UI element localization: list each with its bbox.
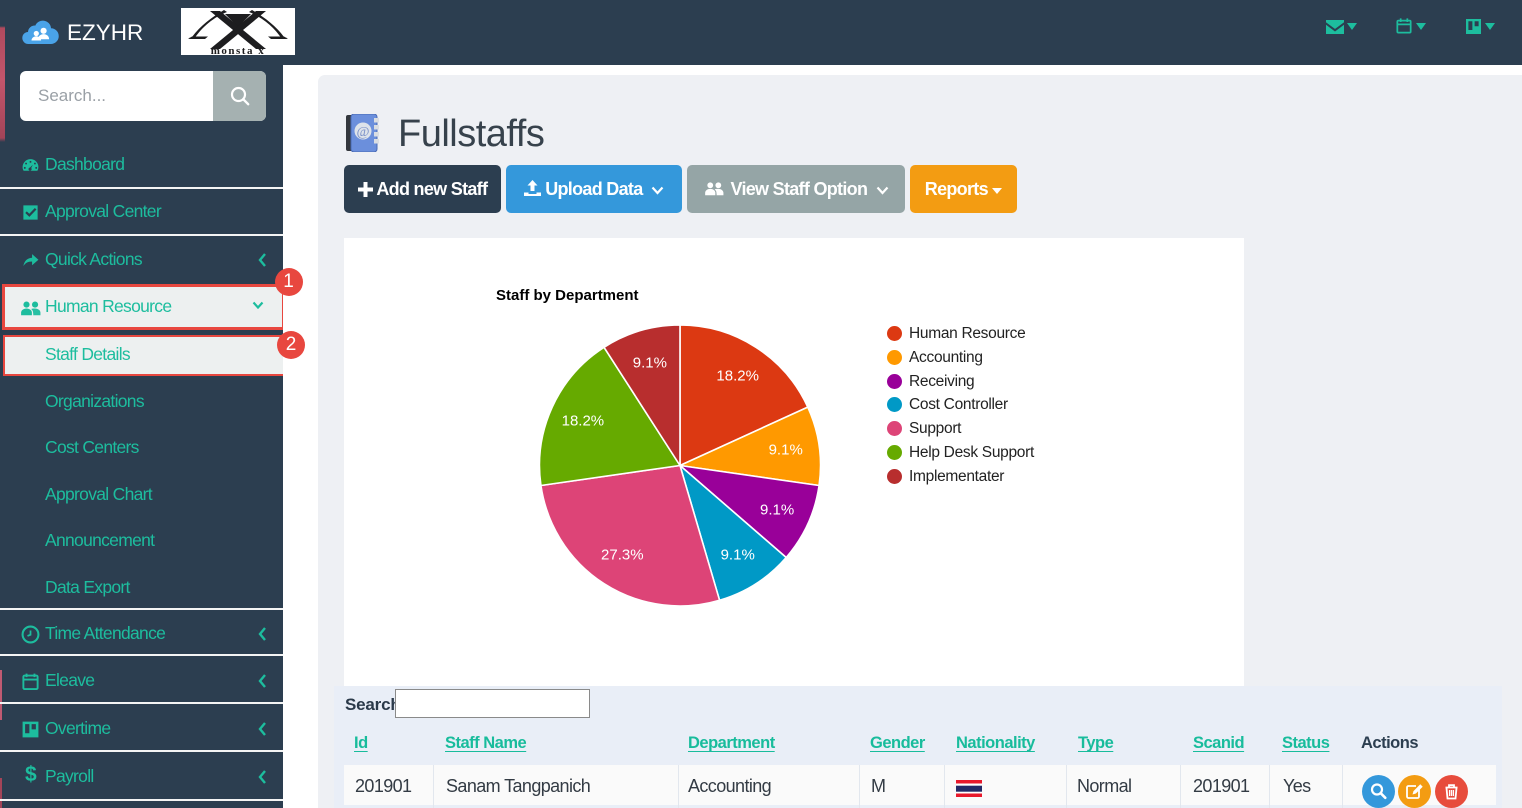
svg-text:monsta x: monsta x bbox=[211, 45, 265, 55]
svg-text:@: @ bbox=[357, 125, 370, 140]
